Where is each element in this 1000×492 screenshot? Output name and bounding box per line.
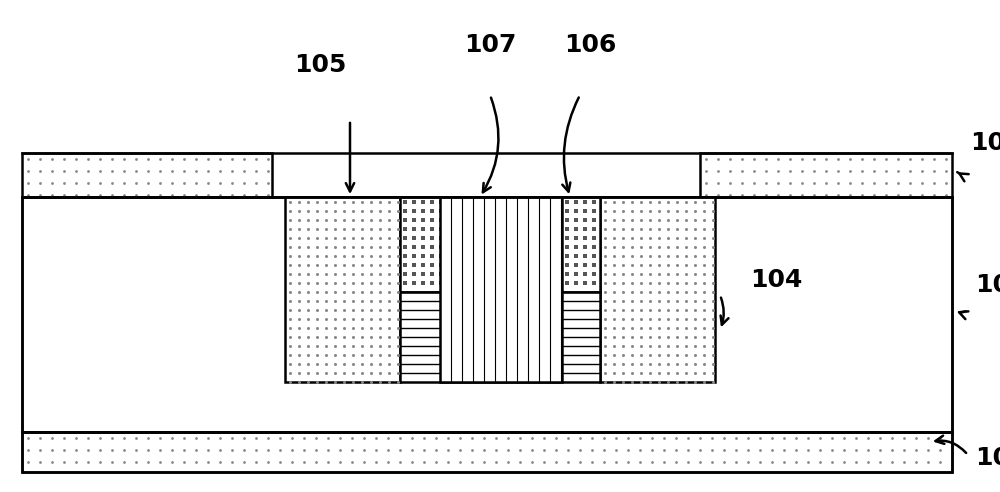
Text: 101: 101 [975, 273, 1000, 297]
Bar [22, 197, 952, 432]
Text: 104: 104 [750, 268, 802, 292]
Bar [440, 197, 562, 382]
Text: 107: 107 [464, 33, 516, 57]
Text: 105: 105 [294, 53, 346, 77]
Bar [285, 197, 400, 382]
Text: 103: 103 [970, 131, 1000, 155]
Bar [22, 153, 272, 197]
Bar [400, 197, 600, 292]
Bar [700, 153, 952, 197]
Bar [22, 432, 952, 472]
Text: 106: 106 [564, 33, 616, 57]
Bar [22, 197, 952, 432]
Bar [400, 292, 600, 382]
Bar [22, 432, 952, 472]
Bar [600, 197, 715, 382]
Text: 102: 102 [975, 446, 1000, 470]
